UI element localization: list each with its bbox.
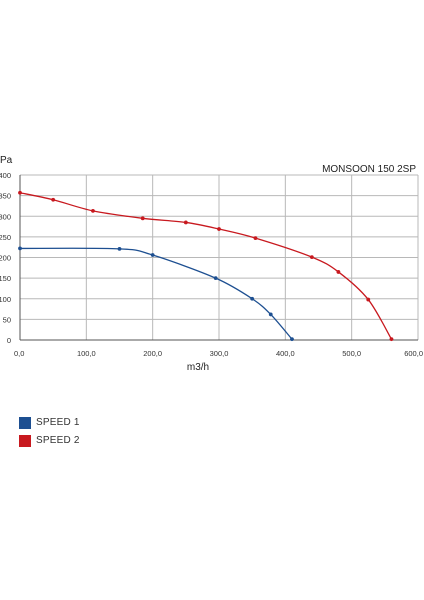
data-point-speed-1 [268,312,273,317]
data-point-speed-2 [91,208,95,213]
x-tick-label: 0,0 [14,349,24,358]
grid [20,174,419,340]
data-point-speed-1 [213,276,218,281]
y-tick-label: 50 [3,315,11,324]
x-tick-label: 100,0 [77,349,96,358]
series-line-speed-2 [19,192,393,340]
data-point-speed-2 [51,197,56,202]
y-tick-label: 0 [7,336,11,345]
legend-item-speed-1: SPEED 1 [19,414,80,431]
y-tick-label: 400 [0,171,11,180]
data-point-speed-2 [183,220,188,225]
data-point-speed-1 [117,246,122,251]
data-point-speed-2 [217,227,221,231]
y-tick-label: 200 [0,254,11,263]
legend-swatch-speed-2 [19,434,31,447]
x-tick-label: 300,0 [210,349,229,358]
y-tick-label: 250 [0,233,11,242]
data-point-speed-2 [140,216,145,221]
data-point-speed-1 [18,246,22,251]
x-tick-label: 400,0 [276,349,295,358]
x-tick-label: 500,0 [342,349,361,358]
data-point-speed-2 [309,255,314,259]
legend-item-speed-2: SPEED 2 [19,432,80,449]
x-tick-label: 200,0 [143,349,162,358]
data-point-speed-2 [389,337,394,342]
data-point-speed-2 [336,270,341,274]
y-tick-label: 100 [0,295,11,304]
legend-label-speed-1: SPEED 1 [36,417,80,428]
y-axis-label: Pa [0,155,13,166]
data-point-speed-1 [150,253,155,257]
data-point-speed-2 [366,297,371,302]
axes: 0 50 100 150 200 250 300 350 400 0,0 100,0 200,0 300… [0,171,423,358]
series-lines [18,190,394,342]
series-line-speed-1 [19,247,293,340]
chart-title: MONSOON 150 2SP [322,164,416,175]
y-tick-label: 150 [0,274,11,283]
legend: SPEED 1 SPEED 2 [19,414,80,450]
x-tick-label: 600,0 [404,349,423,358]
legend-label-speed-2: SPEED 2 [36,435,80,446]
legend-swatch-speed-1 [19,416,31,429]
y-tick-label: 350 [0,192,11,201]
data-point-speed-1 [250,296,255,301]
x-axis-label: m3/h [187,362,209,373]
y-tick-label: 300 [0,212,11,221]
data-point-speed-1 [290,337,294,342]
data-point-speed-2 [253,236,258,241]
data-point-speed-2 [18,190,22,195]
